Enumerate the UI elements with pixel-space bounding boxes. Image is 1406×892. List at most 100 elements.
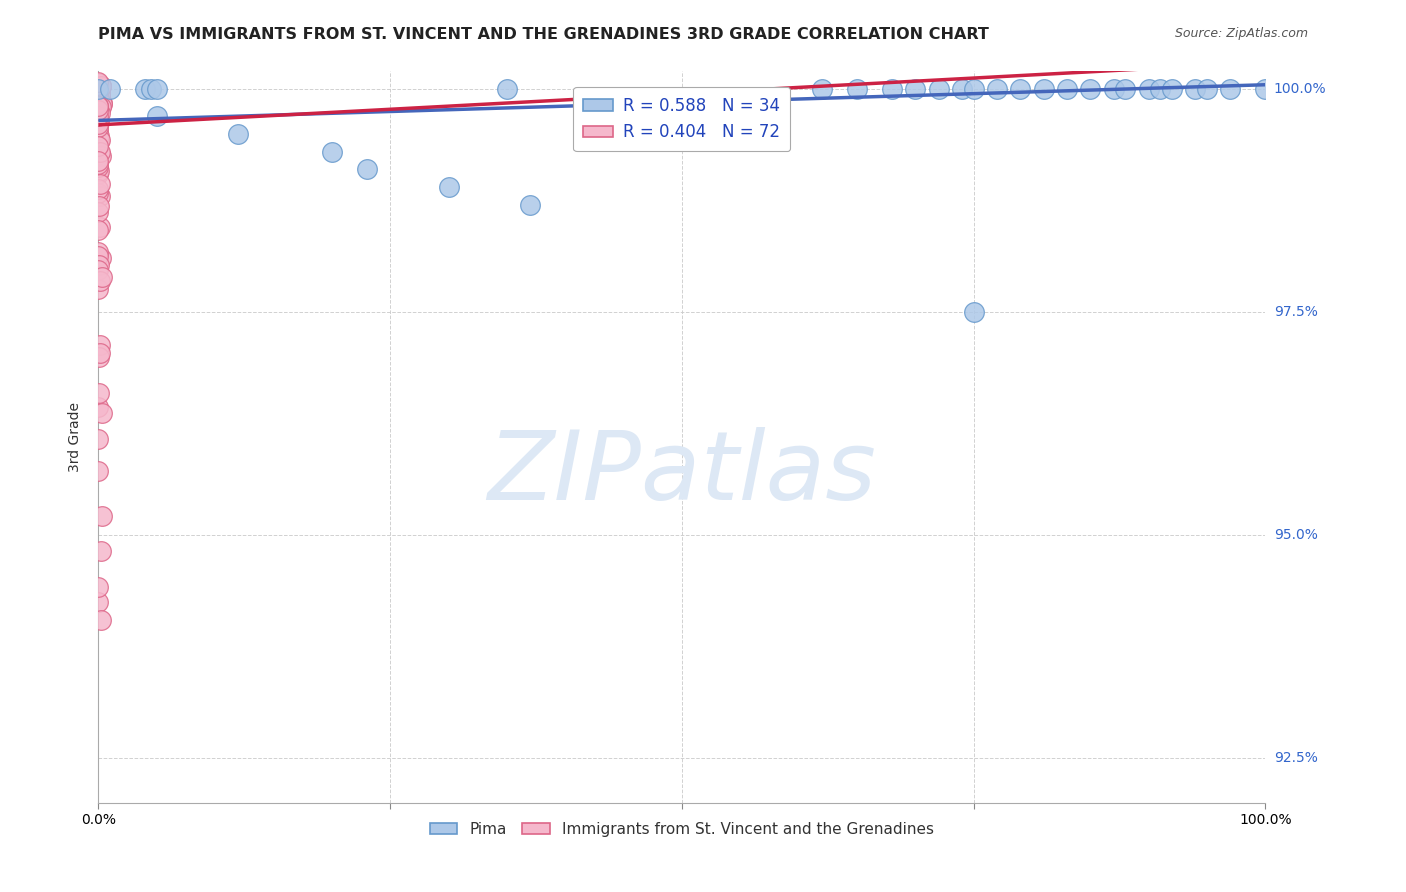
Text: 100.0%: 100.0% [1274, 82, 1326, 96]
Point [87, 282, 110, 296]
Text: 92.5%: 92.5% [1274, 751, 1317, 765]
Point [1254, 82, 1277, 96]
Point [87, 82, 110, 96]
Point [90, 270, 112, 285]
Point [87, 114, 110, 128]
Point [87, 400, 110, 414]
Point [90, 79, 112, 94]
Text: PIMA VS IMMIGRANTS FROM ST. VINCENT AND THE GRENADINES 3RD GRADE CORRELATION CHA: PIMA VS IMMIGRANTS FROM ST. VINCENT AND … [98, 27, 990, 42]
Point [846, 82, 869, 96]
Point [1080, 82, 1102, 96]
Point [87, 244, 110, 259]
Point [146, 82, 169, 96]
Text: 95.0%: 95.0% [1274, 528, 1317, 542]
Point [87, 89, 110, 103]
Point [87, 595, 110, 609]
Point [87, 263, 110, 277]
Text: Source: ZipAtlas.com: Source: ZipAtlas.com [1174, 27, 1308, 40]
Point [87, 82, 110, 96]
Text: 97.5%: 97.5% [1274, 305, 1317, 319]
Point [1149, 82, 1171, 96]
Point [1137, 82, 1160, 96]
Point [89, 133, 111, 147]
Point [87, 120, 110, 134]
Point [87, 222, 110, 236]
Point [87, 109, 110, 123]
Point [90, 100, 112, 114]
Point [87, 95, 110, 110]
Point [811, 82, 834, 96]
Point [90, 96, 112, 111]
Point [228, 127, 250, 141]
Point [1056, 82, 1078, 96]
Point [90, 148, 112, 162]
Point [89, 134, 111, 148]
Point [89, 87, 111, 102]
Point [90, 509, 112, 524]
Point [87, 123, 110, 137]
Point [1219, 82, 1241, 96]
Point [87, 464, 110, 478]
Point [87, 153, 110, 168]
Point [87, 164, 110, 178]
Point [90, 79, 112, 94]
Point [89, 199, 111, 213]
Point [87, 78, 110, 93]
Point [90, 78, 112, 93]
Point [1184, 82, 1206, 96]
Point [89, 346, 111, 360]
Point [986, 82, 1008, 96]
Point [1195, 82, 1218, 96]
Point [90, 407, 112, 421]
Point [87, 157, 110, 171]
Point [880, 82, 903, 96]
Point [90, 544, 112, 558]
Point [87, 433, 110, 447]
Point [139, 82, 162, 96]
Point [89, 145, 111, 159]
Point [1161, 82, 1184, 96]
Point [90, 613, 112, 627]
Point [87, 87, 110, 102]
Point [437, 180, 460, 194]
Point [87, 80, 110, 95]
Point [87, 103, 110, 118]
Point [89, 219, 111, 234]
Point [1032, 82, 1054, 96]
Point [87, 103, 110, 118]
Point [496, 82, 519, 96]
Point [87, 99, 110, 113]
Point [962, 305, 984, 319]
Point [87, 117, 110, 131]
Point [87, 161, 110, 175]
Point [89, 338, 111, 352]
Point [87, 182, 110, 196]
Point [519, 198, 541, 212]
Point [87, 385, 110, 400]
Point [904, 82, 927, 96]
Point [950, 82, 973, 96]
Point [87, 350, 110, 364]
Point [89, 189, 111, 203]
Point [87, 99, 110, 113]
Point [87, 129, 110, 144]
Point [962, 82, 984, 96]
Point [89, 274, 111, 288]
Point [928, 82, 950, 96]
Point [1114, 82, 1136, 96]
Point [87, 580, 110, 594]
Point [87, 186, 110, 201]
Point [356, 162, 378, 177]
Point [87, 204, 110, 219]
Point [89, 88, 111, 103]
Y-axis label: 3rd Grade: 3rd Grade [69, 402, 83, 472]
Point [87, 91, 110, 105]
Point [146, 109, 169, 123]
Point [98, 82, 121, 96]
Point [87, 167, 110, 181]
Point [87, 76, 110, 90]
Point [87, 86, 110, 100]
Point [87, 258, 110, 272]
Point [321, 145, 343, 159]
Point [89, 87, 111, 101]
